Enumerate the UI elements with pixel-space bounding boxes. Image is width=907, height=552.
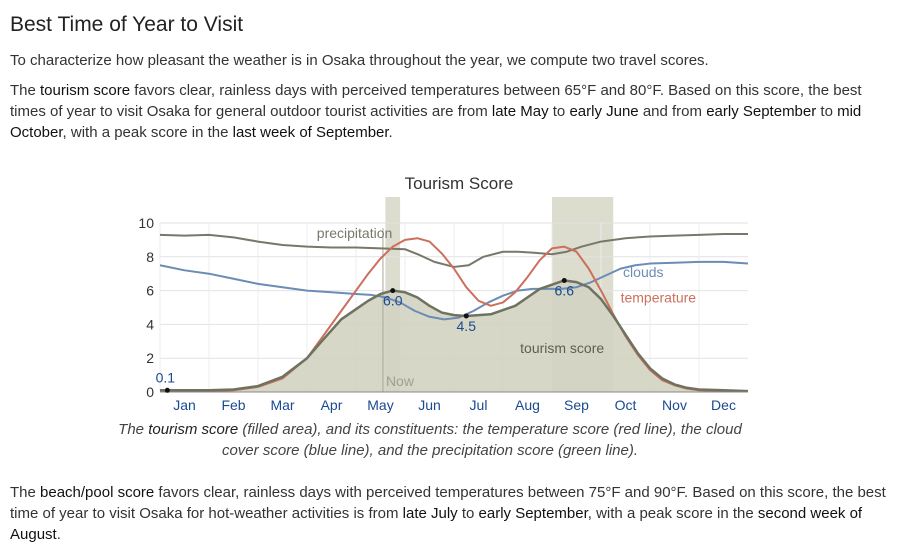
text: The <box>10 484 41 501</box>
x-tick-label: Apr <box>321 397 343 413</box>
precipitation-line <box>159 232 748 268</box>
x-tick-label: Jul <box>470 397 488 413</box>
date-late-may: late May <box>491 103 549 120</box>
x-tick-label: Aug <box>515 397 540 413</box>
tourism-score-term: tourism score <box>40 82 131 99</box>
series-label: precipitation <box>317 225 393 241</box>
clouds-line <box>159 260 749 321</box>
date-early-september: early September <box>478 505 588 522</box>
tourism-score-chart: Tourism Score 0 2 4 6 8 10 Jan Feb Mar Apr May Jun Ju… <box>138 174 749 413</box>
text: The <box>118 421 149 438</box>
x-tick-label: Mar <box>270 397 294 413</box>
date-mid-october: mid October <box>10 103 862 141</box>
data-label: 6.6 <box>555 282 575 298</box>
data-point-marker <box>390 288 396 294</box>
text: , with a peak score in the <box>587 505 758 522</box>
chart-caption: The tourism score (filled area), and its… <box>110 419 750 461</box>
tourism-score-line <box>160 279 749 393</box>
x-tick-label: Nov <box>662 397 687 413</box>
date-early-june: early June <box>569 103 639 120</box>
text: favors clear, rainless days with perceiv… <box>10 82 862 120</box>
y-tick-label: 2 <box>146 350 154 366</box>
x-tick-label: Jan <box>173 397 196 413</box>
intro-paragraph: To characterize how pleasant the weather… <box>10 52 709 69</box>
data-label: 6.0 <box>383 293 403 309</box>
text: . <box>388 124 393 141</box>
tourism-score-area <box>160 280 748 392</box>
y-tick-label: 10 <box>138 215 154 231</box>
text: to <box>548 103 570 120</box>
text: and from <box>638 103 707 120</box>
text: to <box>457 505 479 522</box>
data-point-marker <box>164 387 170 393</box>
data-label: 0.1 <box>156 369 176 385</box>
text: favors clear, rainless days with perceiv… <box>10 484 886 522</box>
y-tick-label: 8 <box>146 249 154 265</box>
data-point-marker <box>463 313 469 319</box>
data-label: 4.5 <box>457 318 477 334</box>
series-label: tourism score <box>520 340 604 356</box>
x-tick-label: Dec <box>711 397 736 413</box>
now-label: Now <box>386 373 415 389</box>
tourism-paragraph: The tourism score favors clear, rainless… <box>10 80 895 143</box>
x-tick-label: Sep <box>564 397 589 413</box>
beach-paragraph: The beach/pool score favors clear, rainl… <box>10 482 895 545</box>
chart-title: Tourism Score <box>405 174 514 193</box>
x-tick-label: May <box>367 397 393 413</box>
text: , with a peak score in the <box>62 124 233 141</box>
series-label: temperature <box>621 289 697 305</box>
date-late-july: late July <box>402 505 458 522</box>
text: The <box>10 82 41 99</box>
x-tick-label: Feb <box>221 397 245 413</box>
date-peak-week: last week of September <box>232 124 389 141</box>
y-tick-label: 6 <box>146 283 154 299</box>
series-label: clouds <box>623 264 663 280</box>
text: . <box>56 526 61 543</box>
page-title: Best Time of Year to Visit <box>10 13 244 36</box>
date-peak-week: second week of August <box>10 505 863 543</box>
y-tick-label: 4 <box>146 316 154 332</box>
x-tick-label: Jun <box>418 397 441 413</box>
tourism-score-term: tourism score <box>148 421 239 438</box>
data-point-marker <box>561 277 567 283</box>
text: to <box>816 103 838 120</box>
y-tick-label: 0 <box>146 384 154 400</box>
beach-pool-score-term: beach/pool score <box>40 484 155 501</box>
x-tick-label: Oct <box>615 397 637 413</box>
text: (filled area), and its constituents: the… <box>221 421 742 459</box>
date-early-september: early September <box>706 103 817 120</box>
